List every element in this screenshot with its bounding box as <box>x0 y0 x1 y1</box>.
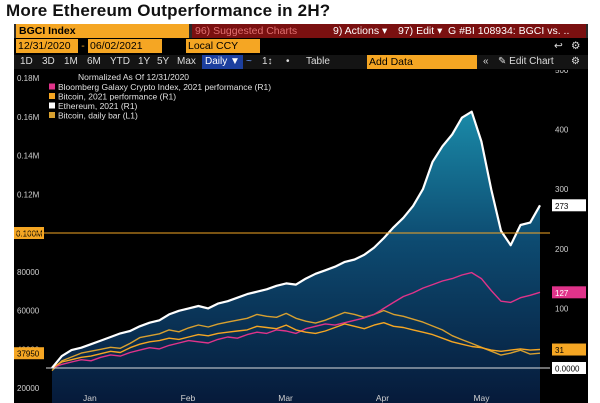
x-tick-label: Feb <box>181 393 196 403</box>
start-date-input[interactable]: 12/31/2020 <box>16 39 78 53</box>
line-chart-icon[interactable]: ~ <box>246 56 252 67</box>
left-bitcoin-label: 37950 <box>17 350 40 359</box>
add-data-input[interactable]: Add Data <box>367 55 477 69</box>
right-zero-label: 0.0000 <box>555 365 580 374</box>
legend-swatch <box>49 102 55 109</box>
more-icon[interactable]: • <box>286 56 290 67</box>
security-field[interactable]: BGCI Index <box>16 24 189 38</box>
suggested-charts-button[interactable]: 96) Suggested Charts <box>192 24 335 38</box>
headline: More Ethereum Outperformance in 2H? <box>6 1 331 20</box>
left-tick-label: 0.18M <box>17 74 40 83</box>
table-button[interactable]: Table <box>306 56 330 67</box>
range-1d[interactable]: 1D <box>20 56 33 67</box>
settings-icon[interactable]: ⚙ <box>571 40 581 52</box>
command-bar: BGCI Index 96) Suggested Charts 9) Actio… <box>14 24 588 38</box>
right-bgci-label: 127 <box>555 289 569 298</box>
legend-swatch <box>49 112 55 118</box>
right-eth-label: 273 <box>555 202 569 211</box>
right-btc-label-bg <box>552 343 586 356</box>
range-1y[interactable]: 1Y <box>138 56 151 67</box>
series-line-ethereum <box>51 110 541 369</box>
left-tick-label: 60000 <box>17 307 40 316</box>
legend-entry: Bitcoin, daily bar (L1) <box>58 111 138 121</box>
right-tick-label: 500 <box>555 70 569 75</box>
right-bgci-label-bg <box>552 286 586 299</box>
x-tick-label: Jan <box>83 393 97 403</box>
collapse-icon[interactable]: « <box>483 56 489 67</box>
range-6m[interactable]: 6M <box>87 56 101 67</box>
end-date-input[interactable]: 06/02/2021 <box>88 39 162 53</box>
left-tick-label: 0.16M <box>17 113 40 122</box>
left-bitcoin-highlight <box>14 347 44 360</box>
chart-gear-icon[interactable]: ⚙ <box>571 56 580 67</box>
range-5y[interactable]: 5Y <box>157 56 170 67</box>
range-ytd[interactable]: YTD <box>110 56 130 67</box>
legend-swatch <box>49 93 55 99</box>
date-separator: - <box>81 40 85 52</box>
legend-entry: Bloomberg Galaxy Crypto Index, 2021 perf… <box>58 82 271 92</box>
left-tick-label: 80000 <box>17 268 40 277</box>
frequency-select[interactable]: Daily ▼ <box>202 55 243 69</box>
bloomberg-terminal-panel: BGCI Index 96) Suggested Charts 9) Actio… <box>14 24 588 403</box>
series-line-bitcoin-perf <box>51 321 541 369</box>
range-3d[interactable]: 3D <box>42 56 55 67</box>
range-max[interactable]: Max <box>177 56 196 67</box>
currency-select[interactable]: Local CCY <box>186 39 260 53</box>
series-line-bitcoin-daily <box>51 309 541 372</box>
edit-menu[interactable]: 97) Edit ▾ <box>395 24 446 38</box>
edit-chart-button[interactable]: ✎ Edit Chart <box>498 56 554 67</box>
undo-icon[interactable]: ↩ <box>554 40 563 52</box>
legend-title: Normalized As Of 12/31/2020 <box>78 72 189 82</box>
legend-entry: Bitcoin, 2021 performance (R1) <box>58 92 176 102</box>
right-tick-label: 400 <box>555 126 569 135</box>
left-tick-label: 20000 <box>17 384 40 393</box>
range-bar: 1D 3D 1M 6M YTD 1Y 5Y Max Daily ▼ ~ 1↕ •… <box>14 55 588 69</box>
right-tick-label: 200 <box>555 245 569 254</box>
right-zero-label-bg <box>552 362 586 374</box>
x-tick-label: Apr <box>376 393 389 403</box>
chart-plot: 0.18M 0.16M 0.14M 0.12M 0.100M 80000 60000 400 0… <box>14 70 586 403</box>
function-title: G #BI 108934: BGCI vs. .. <box>445 24 586 38</box>
x-tick-label: May <box>473 393 490 403</box>
right-btc-label: 31 <box>555 346 564 355</box>
legend-entry: Ethereum, 2021 (R1) <box>58 101 138 111</box>
left-tick-label: 0.12M <box>17 190 40 199</box>
right-tick-label: 100 <box>555 304 569 313</box>
left-tick-label: 0.14M <box>17 152 40 161</box>
x-tick-label: Mar <box>278 393 293 403</box>
date-bar: 12/31/2020 - 06/02/2021 Local CCY ↩ ⚙ <box>14 39 588 53</box>
left-tick-label: 0.100M <box>16 230 43 239</box>
series-line-bgci <box>51 271 541 369</box>
range-1m[interactable]: 1M <box>64 56 78 67</box>
legend-swatch <box>49 83 55 90</box>
actions-menu[interactable]: 9) Actions ▾ <box>330 24 395 38</box>
right-tick-label: 300 <box>555 185 569 194</box>
right-eth-label-bg <box>552 199 586 212</box>
bar-type-icon[interactable]: 1↕ <box>262 56 273 67</box>
